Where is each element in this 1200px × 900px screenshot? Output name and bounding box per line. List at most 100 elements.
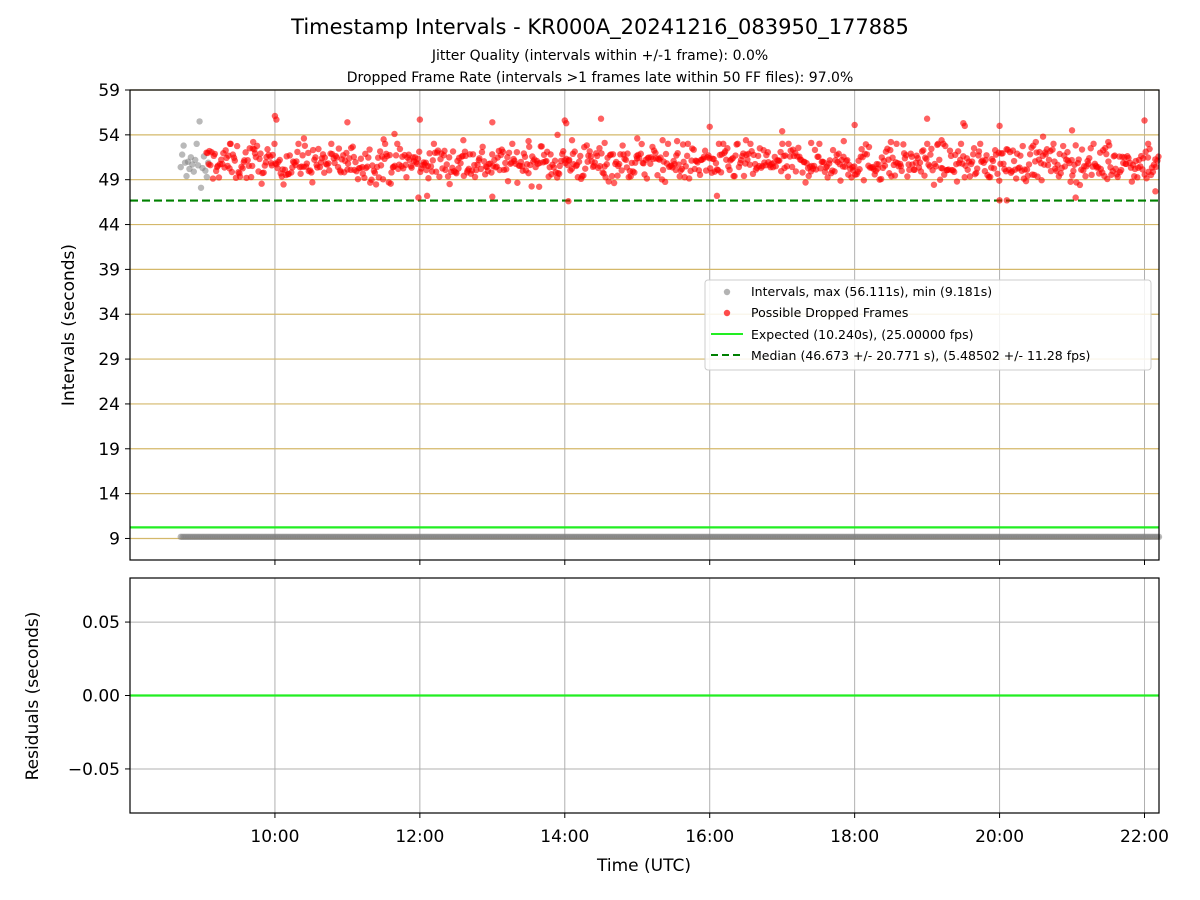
dropped-frame-point [637,150,645,157]
dropped-frame-point [900,141,907,148]
dropped-frame-point [1146,145,1153,153]
dropped-frame-point [720,140,727,148]
dropped-frame-point [502,159,509,167]
dropped-frame-point [683,152,691,160]
dropped-frame-point [350,153,358,161]
dropped-frame-point [315,145,322,153]
dropped-frame-point [1105,158,1112,165]
dropped-frame-point [357,155,365,162]
dropped-frame-point [1117,166,1125,174]
dropped-frame-point [746,161,754,168]
top-y-tick-label: 9 [109,529,120,549]
dropped-frame-point [740,172,748,180]
dropped-frame-point [231,157,239,164]
dropped-frame-point [361,174,368,182]
dropped-frame-point [233,142,241,150]
dropped-frame-point [352,158,359,166]
dropped-frame-point [368,176,375,183]
dropped-frame-point [610,179,618,187]
dropped-frame-point [479,143,486,151]
dropped-frame-point [990,165,998,172]
dropped-frame-point [551,157,559,164]
dropped-frame-point [477,165,485,173]
dropped-frame-point [999,150,1006,157]
dropped-frame-point [256,155,263,163]
dropped-frame-point [394,140,401,148]
dropped-frame-point [1114,173,1121,181]
dropped-frame-point [469,151,477,158]
dropped-frame-point [1076,181,1084,189]
dropped-frame-point [460,137,467,144]
dropped-frame-point [455,165,462,172]
dropped-frame-point [784,173,792,180]
dropped-frame-point [1086,154,1093,162]
dropped-frame-point [734,140,741,148]
dropped-frame-point [566,156,573,164]
dropped-frame-point [535,183,543,190]
dropped-frame-point [321,169,328,176]
top-y-axis-label: Intervals (seconds) [59,244,79,406]
dropped-frame-point [815,153,822,160]
x-tick-label: 12:00 [395,827,444,847]
dropped-frame-point [488,169,495,176]
dropped-frame-point [742,137,750,144]
dropped-frame-point [672,166,679,174]
dropped-frame-point [675,161,682,168]
dropped-frame-point [299,152,306,159]
dropped-frame-point [712,159,720,167]
dropped-frame-point [634,135,641,142]
dropped-frame-point [471,173,479,181]
dropped-frame-point [444,173,452,180]
dropped-frame-point [664,140,672,148]
dropped-frame-point [560,148,567,155]
dropped-frame-point [377,162,385,169]
dropped-frame-point [837,177,844,184]
top-y-tick-label: 19 [98,440,120,460]
dropped-frame-point [996,197,1003,204]
dropped-frame-point [297,170,304,177]
dropped-frame-point [974,165,981,172]
top-y-tick-label: 54 [98,126,120,146]
dropped-frame-point [587,153,595,160]
dropped-frame-point [309,179,316,186]
dropped-frame-point [222,147,229,154]
dropped-frame-point [556,162,563,170]
top-y-tick-label: 14 [98,485,120,505]
dropped-frame-point [1134,174,1141,181]
interval-point [178,151,186,158]
dropped-frame-point [772,163,779,170]
dropped-frame-point [732,152,739,159]
dropped-frame-point [887,138,895,146]
dropped-frame-point [897,162,905,170]
interval-point [203,173,211,181]
dropped-frame-point [288,169,295,176]
dropped-frame-point [514,179,521,186]
dropped-frame-point [575,158,583,165]
dropped-frame-point [262,159,270,166]
dropped-frame-point [376,148,384,155]
dropped-frame-point [1072,142,1079,149]
dropped-frame-point [898,167,905,175]
dropped-frame-point [280,181,287,188]
dropped-frame-point [788,163,796,171]
dropped-frame-point [365,154,372,161]
dropped-frame-point [875,161,882,168]
dropped-frame-point [754,152,762,160]
dropped-frame-point [920,147,927,154]
x-tick-label: 20:00 [975,827,1024,847]
dropped-frame-point [996,122,1003,130]
dropped-frame-point [1012,175,1020,182]
dropped-frame-point [408,164,415,171]
dropped-frame-point [521,153,529,160]
dropped-frame-point [792,168,800,175]
dropped-frame-point [975,148,983,155]
dropped-frame-point [1105,138,1112,146]
dropped-frame-point [597,115,605,122]
dropped-frame-point [795,144,802,152]
x-tick-label: 14:00 [540,827,589,847]
dropped-frame-point [386,151,393,159]
dropped-frame-point [416,148,423,155]
dropped-frame-point [851,163,858,170]
dropped-frame-point [603,161,610,168]
dropped-frame-point [236,173,244,180]
